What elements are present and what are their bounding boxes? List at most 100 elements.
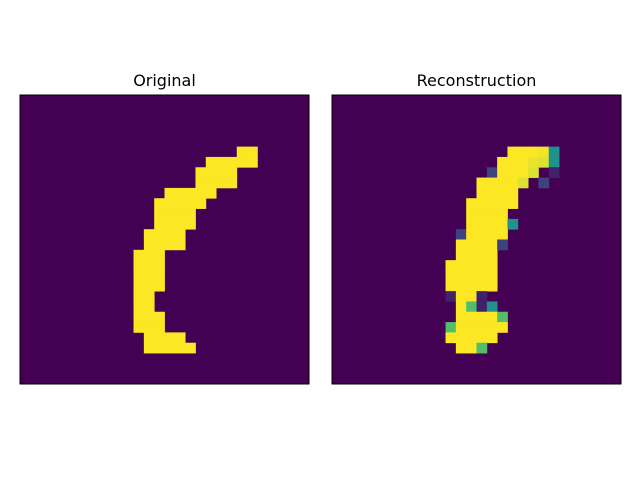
heatmap-cell [247, 156, 258, 168]
heatmap-cell [466, 229, 477, 240]
heatmap-cell [486, 239, 498, 251]
heatmap-cell [476, 260, 488, 271]
heatmap-cell [528, 156, 539, 168]
heatmap-cell [226, 156, 238, 168]
heatmap-cell [154, 249, 165, 261]
heatmap-cell [174, 229, 186, 240]
panel-original: Original [19, 71, 310, 385]
heatmap-cell [205, 187, 217, 199]
heatmap-cell [143, 239, 155, 251]
heatmap-cell [497, 187, 508, 199]
heatmap-cell [164, 239, 176, 251]
heatmap-cell [445, 280, 457, 292]
heatmap-cell [174, 198, 186, 209]
heatmap-cell [143, 301, 155, 313]
heatmap-cell [185, 218, 196, 230]
heatmap-cell [455, 311, 467, 323]
heatmap-cell [528, 167, 539, 178]
heatmap-cell [174, 187, 186, 199]
heatmap-cell [205, 177, 217, 189]
heatmap-cell [455, 239, 467, 251]
heatmap-cell [154, 260, 165, 271]
heatmap-cell [476, 239, 488, 251]
heatmap-cell [455, 249, 467, 261]
heatmap-cell [143, 291, 155, 302]
heatmap-cell [466, 322, 477, 333]
heatmap-cell [133, 270, 145, 282]
heatmap-cell [154, 229, 165, 240]
heatmap-cell [143, 322, 155, 333]
heatmap-cell [486, 218, 498, 230]
heatmap-cell [486, 280, 498, 292]
heatmap-cell [497, 322, 508, 333]
heatmap-cell [195, 167, 207, 178]
heatmap-cell [455, 229, 467, 240]
heatmap-cell [164, 218, 176, 230]
heatmap-cell [154, 322, 165, 333]
heatmap-cell [216, 156, 227, 168]
heatmap-cell [476, 322, 488, 333]
heatmap-cell [455, 260, 467, 271]
heatmap-cell [174, 239, 186, 251]
heatmap-cell [205, 156, 217, 168]
heatmap-cell [154, 332, 165, 344]
heatmap-cell [466, 342, 477, 354]
heatmap-cell [507, 198, 519, 209]
heatmap-cell [143, 280, 155, 292]
heatmap-cell [143, 229, 155, 240]
heatmap-cell [236, 156, 248, 168]
heatmap-cell [507, 156, 519, 168]
heatmap-original [20, 95, 309, 384]
heatmap-cell [174, 208, 186, 220]
heatmap-cell [507, 167, 519, 178]
axes-frame-reconstruction [331, 94, 622, 385]
heatmap-cell [497, 208, 508, 220]
heatmap-cell [164, 187, 176, 199]
heatmap-cell [185, 208, 196, 220]
heatmap-cell [154, 208, 165, 220]
heatmap-cell [164, 198, 176, 209]
heatmap-cell [174, 218, 186, 230]
heatmap-cell [154, 239, 165, 251]
heatmap-cell [143, 311, 155, 323]
heatmap-cell [445, 322, 457, 333]
heatmap-cell [486, 260, 498, 271]
heatmap-cell [486, 270, 498, 282]
heatmap-cell [185, 342, 196, 354]
heatmap-cell [497, 156, 508, 168]
heatmap-cell [497, 218, 508, 230]
heatmap-cell [154, 342, 165, 354]
heatmap-cell [445, 332, 457, 344]
heatmap-cell [548, 167, 560, 178]
heatmap-cell [466, 311, 477, 323]
heatmap-cell [133, 322, 145, 333]
heatmap-cell [486, 229, 498, 240]
heatmap-cell [174, 342, 186, 354]
heatmap-cell [486, 249, 498, 261]
heatmap-cell [154, 311, 165, 323]
heatmap-cell [164, 332, 176, 344]
panel-title-original: Original [133, 71, 196, 90]
heatmap-cell [185, 187, 196, 199]
heatmap-cell [226, 167, 238, 178]
heatmap-cell [497, 229, 508, 240]
heatmap-cell [455, 342, 467, 354]
heatmap-cell [133, 291, 145, 302]
heatmap-cell [455, 301, 467, 313]
heatmap-cell [476, 332, 488, 344]
heatmap-cell [507, 187, 519, 199]
heatmap-cell [476, 187, 488, 199]
heatmap-cell [143, 260, 155, 271]
heatmap-cell [517, 146, 529, 158]
heatmap-cell [517, 156, 529, 168]
heatmap-cell [195, 177, 207, 189]
heatmap-cell [216, 167, 227, 178]
axes-frame-original [19, 94, 310, 385]
heatmap-cell [466, 332, 477, 344]
heatmap-cell [247, 146, 258, 158]
heatmap-cell [486, 198, 498, 209]
heatmap-cell [185, 198, 196, 209]
heatmap-cell [497, 198, 508, 209]
heatmap-cell [476, 301, 488, 313]
